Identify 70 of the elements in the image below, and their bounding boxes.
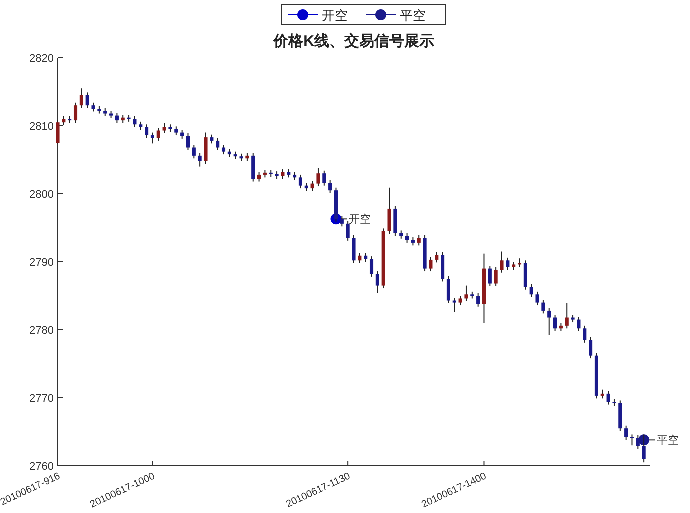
candlestick <box>406 232 410 244</box>
candlestick <box>298 174 302 190</box>
candlestick <box>536 291 540 306</box>
candlestick <box>115 112 119 124</box>
candlestick <box>441 252 445 282</box>
y-tick-label: 2780 <box>30 325 54 337</box>
candlestick <box>252 152 256 182</box>
candlestick <box>186 132 190 151</box>
candlestick <box>258 172 262 182</box>
candlestick <box>376 271 380 294</box>
candlestick <box>216 138 220 151</box>
candlestick <box>565 302 569 330</box>
candlestick <box>642 434 646 464</box>
candlestick <box>310 180 314 192</box>
candlestick <box>530 284 534 298</box>
candlestick <box>554 314 558 332</box>
candlestick <box>145 124 149 139</box>
candlestick <box>606 390 610 406</box>
candlestick <box>446 276 450 304</box>
candlestick <box>458 296 462 306</box>
candlestick <box>388 187 392 235</box>
candlestick <box>346 220 350 242</box>
candlestick <box>133 116 137 128</box>
candlestick <box>328 180 332 194</box>
candlestick <box>494 266 498 287</box>
candlestick <box>548 308 552 336</box>
legend-label: 开空 <box>322 8 348 23</box>
candlestick <box>524 260 528 290</box>
y-tick-label: 2800 <box>30 189 54 201</box>
candlestick <box>417 234 421 246</box>
candlestick <box>340 216 344 228</box>
candlestick <box>74 102 78 124</box>
candlestick <box>500 251 504 274</box>
candlestick <box>429 256 433 272</box>
candlestick <box>80 88 84 109</box>
candlestick <box>56 120 60 145</box>
candlestick <box>577 316 581 332</box>
candlestick <box>198 152 202 168</box>
candlestick <box>86 92 90 109</box>
candlestick <box>636 434 640 450</box>
candlestick <box>192 144 196 160</box>
candlestick <box>476 292 480 308</box>
y-tick-label: 2810 <box>30 121 54 133</box>
y-tick-label: 2790 <box>30 257 54 269</box>
candlestick <box>630 434 634 446</box>
candlestick <box>370 256 374 278</box>
candlestick <box>589 336 593 360</box>
y-tick-label: 2820 <box>30 53 54 65</box>
candlestick <box>204 132 208 165</box>
legend-label: 平空 <box>400 8 426 23</box>
candlestick <box>464 285 468 302</box>
candlestick <box>542 300 546 314</box>
candlestick <box>150 132 154 144</box>
y-tick-label: 2760 <box>30 461 54 473</box>
candlestick <box>281 169 285 180</box>
candlestick <box>358 252 362 264</box>
candlestick <box>488 266 492 287</box>
candlestick <box>322 170 326 186</box>
candlestick <box>624 425 628 441</box>
candlestick <box>162 122 166 134</box>
candlestick <box>222 144 226 156</box>
candlestick <box>316 168 320 188</box>
candlestick <box>506 257 510 271</box>
candlestick <box>435 252 439 264</box>
candlestick <box>352 234 356 264</box>
candlestick <box>156 128 160 142</box>
chart-title: 价格K线、交易信号展示 <box>272 32 434 50</box>
candlestick <box>583 325 587 344</box>
candlestick <box>452 298 456 313</box>
y-tick-label: 2770 <box>30 393 54 405</box>
